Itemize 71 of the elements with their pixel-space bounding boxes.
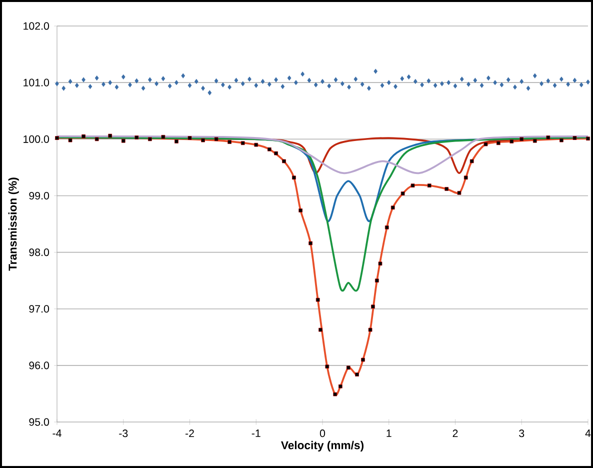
point [188,136,192,140]
point [374,278,379,283]
point [240,141,245,146]
point [121,138,126,143]
point [510,139,514,144]
point [361,358,365,362]
point [546,136,550,140]
x-tick-label: -4 [52,430,62,437]
x-tick-label: -1 [252,430,260,437]
point [586,136,590,141]
y-tick-label: 101.0 [24,78,50,86]
point [368,328,372,332]
point [134,136,139,140]
y-tick-label: 96.0 [29,362,50,370]
point [228,140,232,144]
x-tick-label: 0 [320,430,326,438]
point [282,159,286,164]
point [457,190,462,195]
point [532,138,537,143]
y-tick-label: 102.0 [24,22,50,30]
point [346,366,350,370]
x-tick-label: 3 [519,430,524,438]
point [464,176,468,180]
x-tick-label: -2 [185,430,194,438]
x-axis-title: Velocity (mm/s) [281,440,364,452]
point [484,142,488,146]
point [82,134,86,138]
point [316,298,320,302]
point [355,372,359,376]
point [68,138,72,142]
y-tick-label: 95.0 [29,418,50,426]
point [292,176,296,180]
point [338,384,342,388]
point [400,192,405,196]
point [201,138,205,142]
point [267,147,272,152]
point [427,184,432,188]
point [378,262,382,266]
point [55,136,59,140]
x-tick-label: -3 [119,430,128,438]
point [325,364,330,368]
point [274,151,278,156]
y-tick-label: 99.0 [29,192,50,200]
y-axis-title: Transmission (%) [8,178,19,271]
y-tick-label: 100.0 [24,135,50,143]
point [371,304,375,309]
point [148,137,152,142]
y-tick-label: 98.0 [29,248,50,256]
point [161,134,166,139]
point [174,139,178,144]
point [333,392,338,396]
point [572,136,577,140]
point [298,208,303,212]
point [410,184,415,188]
y-tick-label: 97.0 [29,305,50,313]
point [94,137,99,142]
x-tick-label: 1 [386,430,392,437]
point [390,206,395,210]
point [214,137,218,142]
point [444,187,449,191]
point [308,241,312,246]
point [520,137,524,142]
point [254,142,258,147]
point [496,141,500,146]
point [108,134,112,138]
point [470,159,474,164]
x-tick-label: 4 [585,430,591,437]
point [560,138,564,142]
point [318,328,322,332]
x-tick-label: 2 [452,430,458,438]
point [384,225,389,230]
